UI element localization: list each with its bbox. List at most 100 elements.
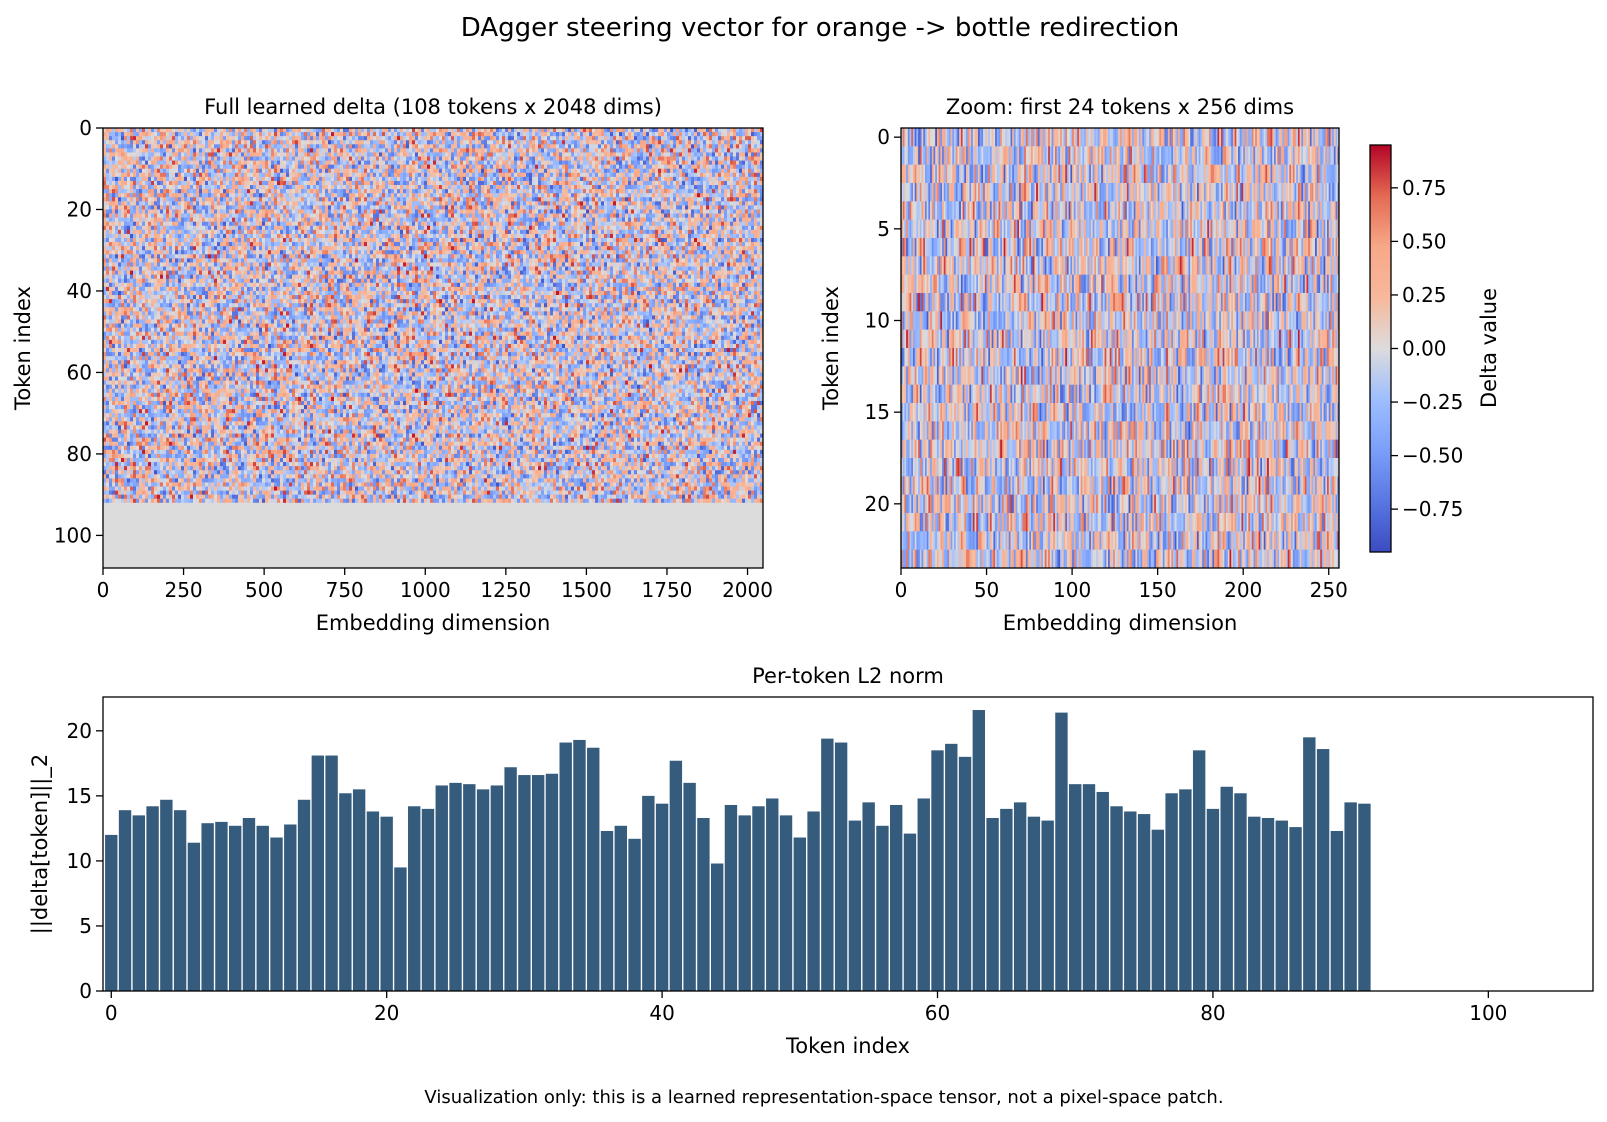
heatmap-cell <box>337 185 340 189</box>
heatmap-cell <box>382 177 385 181</box>
heatmap-cell <box>124 136 127 140</box>
heatmap-cell <box>124 197 127 201</box>
heatmap-cell <box>496 177 499 181</box>
heatmap-cell <box>463 173 466 177</box>
heatmap-cell <box>628 185 631 189</box>
heatmap-cell <box>607 169 610 173</box>
heatmap-cell <box>649 136 652 140</box>
heatmap-cell <box>310 197 313 201</box>
heatmap-cell <box>523 128 526 132</box>
heatmap-cell <box>655 136 658 140</box>
heatmap-cell <box>676 165 679 169</box>
heatmap-cell <box>343 157 346 161</box>
heatmap-cell <box>544 197 547 201</box>
heatmap-cell <box>235 181 238 185</box>
heatmap-cell <box>442 177 445 181</box>
heatmap-cell <box>427 161 430 165</box>
heatmap-cell <box>400 148 403 152</box>
heatmap-cell <box>271 169 274 173</box>
heatmap-cell <box>664 177 667 181</box>
heatmap-cell <box>271 136 274 140</box>
heatmap-cell <box>424 169 427 173</box>
heatmap-cell <box>232 193 235 197</box>
heatmap-cell <box>592 128 595 132</box>
heatmap-cell <box>265 128 268 132</box>
heatmap-cell <box>454 185 457 189</box>
heatmap-cell <box>364 173 367 177</box>
heatmap-cell <box>523 173 526 177</box>
heatmap-cell <box>562 140 565 144</box>
heatmap-cell <box>592 185 595 189</box>
heatmap-cell <box>487 144 490 148</box>
heatmap-cell <box>214 140 217 144</box>
heatmap-cell <box>442 140 445 144</box>
heatmap-cell <box>553 140 556 144</box>
heatmap-cell <box>748 136 751 140</box>
heatmap-cell <box>526 189 529 193</box>
heatmap-cell <box>556 148 559 152</box>
heatmap-cell <box>559 144 562 148</box>
heatmap-cell <box>136 157 139 161</box>
heatmap-cell <box>520 148 523 152</box>
heatmap-cell <box>574 177 577 181</box>
heatmap-cell <box>448 201 451 205</box>
heatmap-cell <box>379 144 382 148</box>
heatmap-cell <box>277 152 280 156</box>
heatmap-cell <box>643 136 646 140</box>
heatmap-cell <box>490 144 493 148</box>
heatmap-cell <box>676 173 679 177</box>
heatmap-cell <box>196 136 199 140</box>
heatmap-cell <box>373 185 376 189</box>
heatmap-cell <box>148 148 151 152</box>
heatmap-cell <box>250 140 253 144</box>
heatmap-cell <box>448 169 451 173</box>
heatmap-cell <box>577 177 580 181</box>
heatmap-cell <box>328 148 331 152</box>
heatmap-cell <box>202 181 205 185</box>
heatmap-cell <box>229 173 232 177</box>
heatmap-cell <box>439 144 442 148</box>
heatmap-cell <box>655 185 658 189</box>
heatmap-cell <box>670 189 673 193</box>
heatmap-cell <box>586 189 589 193</box>
heatmap-cell <box>625 140 628 144</box>
heatmap-cell <box>157 152 160 156</box>
heatmap-cell <box>460 132 463 136</box>
heatmap-cell <box>490 201 493 205</box>
heatmap-cell <box>307 185 310 189</box>
heatmap-cell <box>232 165 235 169</box>
heatmap-cell <box>322 132 325 136</box>
heatmap-cell <box>148 152 151 156</box>
heatmap-cell <box>193 132 196 136</box>
heatmap-cell <box>589 197 592 201</box>
heatmap-cell <box>418 144 421 148</box>
heatmap-cell <box>292 185 295 189</box>
heatmap-cell <box>712 177 715 181</box>
heatmap-cell <box>706 144 709 148</box>
heatmap-cell <box>496 152 499 156</box>
heatmap-cell <box>226 132 229 136</box>
heatmap-cell <box>277 197 280 201</box>
heatmap-cell <box>664 132 667 136</box>
heatmap-cell <box>694 140 697 144</box>
heatmap-cell <box>334 185 337 189</box>
heatmap-cell <box>424 177 427 181</box>
heatmap-cell <box>595 128 598 132</box>
heatmap-cell <box>703 197 706 201</box>
heatmap-cell <box>322 185 325 189</box>
heatmap-cell <box>604 173 607 177</box>
heatmap-cell <box>115 169 118 173</box>
heatmap-cell <box>592 161 595 165</box>
heatmap-cell <box>418 189 421 193</box>
heatmap-cell <box>127 161 130 165</box>
heatmap-cell <box>751 152 754 156</box>
heatmap-cell <box>541 177 544 181</box>
heatmap-cell <box>265 136 268 140</box>
heatmap-cell <box>193 173 196 177</box>
heatmap-cell <box>139 193 142 197</box>
heatmap-cell <box>682 128 685 132</box>
heatmap-cell <box>754 140 757 144</box>
heatmap-cell <box>361 197 364 201</box>
heatmap-cell <box>202 140 205 144</box>
heatmap-cell <box>313 181 316 185</box>
